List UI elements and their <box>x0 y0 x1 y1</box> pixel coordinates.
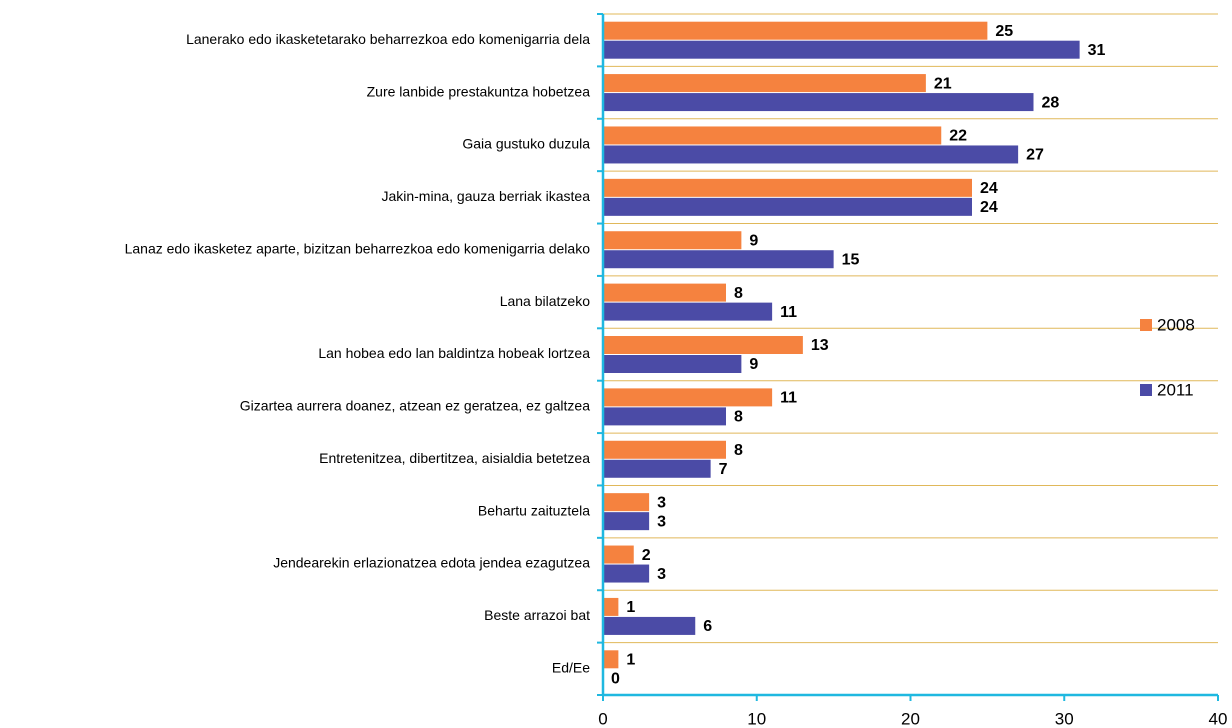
value-label: 2 <box>642 547 651 564</box>
bar <box>603 178 972 197</box>
bar <box>603 493 650 512</box>
value-label: 21 <box>934 75 952 92</box>
value-label: 9 <box>749 356 758 373</box>
bar <box>603 40 1080 59</box>
bar <box>603 407 726 426</box>
category-label: Gizartea aurrera doanez, atzean ez gerat… <box>240 398 590 414</box>
legend-swatch <box>1140 384 1152 396</box>
value-label: 11 <box>780 304 797 321</box>
bar <box>603 512 650 531</box>
category-label: Jendearekin erlazionatzea edota jendea e… <box>273 555 590 571</box>
value-label: 1 <box>626 652 635 669</box>
value-label: 3 <box>657 494 666 511</box>
bar <box>603 616 696 635</box>
bar <box>603 336 803 354</box>
value-label: 3 <box>657 566 666 583</box>
category-label: Beste arrazoi bat <box>484 607 590 623</box>
bar <box>603 93 1034 112</box>
legend-label: 2011 <box>1157 380 1194 399</box>
value-label: 25 <box>995 23 1013 40</box>
value-label: 13 <box>811 337 829 354</box>
category-label: Zure lanbide prestakuntza hobetzea <box>367 83 591 99</box>
category-label: Lanerako edo ikasketetarako beharrezkoa … <box>186 31 590 47</box>
category-label: Entretenitzea, dibertitzea, aisialdia be… <box>319 450 590 466</box>
bar <box>603 21 988 40</box>
bar <box>603 231 742 250</box>
category-label: Lan hobea edo lan baldintza hobeak lortz… <box>318 345 590 361</box>
category-label: Jakin-mina, gauza berriak ikastea <box>381 188 590 204</box>
x-tick-label: 0 <box>598 709 607 728</box>
x-tick-label: 20 <box>901 709 920 728</box>
value-label: 0 <box>611 671 620 688</box>
value-label: 3 <box>657 513 666 530</box>
bar <box>603 388 773 407</box>
value-label: 11 <box>780 390 797 407</box>
legend-label: 2008 <box>1157 315 1195 334</box>
bar <box>603 197 972 216</box>
bar <box>603 126 942 145</box>
category-label: Behartu zaituztela <box>478 502 590 518</box>
value-label: 31 <box>1088 42 1106 59</box>
bar <box>603 459 711 478</box>
value-label: 1 <box>626 599 635 616</box>
x-tick-label: 30 <box>1055 709 1074 728</box>
category-label: Ed/Ee <box>552 660 590 676</box>
bar <box>603 145 1019 164</box>
bar <box>603 545 634 564</box>
value-label: 7 <box>719 461 728 478</box>
bar <box>603 440 726 459</box>
value-label: 8 <box>734 409 743 426</box>
value-label: 22 <box>949 128 967 145</box>
legend-swatch <box>1140 319 1152 331</box>
category-label: Lana bilatzeko <box>500 293 591 309</box>
value-label: 15 <box>842 251 860 268</box>
bar <box>603 302 773 321</box>
value-label: 8 <box>734 442 743 459</box>
bar <box>603 250 834 269</box>
value-label: 24 <box>980 199 998 216</box>
value-label: 28 <box>1042 94 1060 111</box>
value-label: 9 <box>749 232 758 249</box>
bar <box>603 564 650 583</box>
value-label: 6 <box>703 618 712 635</box>
bar <box>603 74 926 93</box>
value-label: 27 <box>1026 147 1044 164</box>
bar <box>603 283 726 302</box>
category-label: Gaia gustuko duzula <box>462 136 590 152</box>
value-label: 8 <box>734 285 743 302</box>
bar <box>603 597 619 616</box>
x-tick-label: 10 <box>747 709 766 728</box>
x-tick-label: 40 <box>1209 709 1228 728</box>
bar <box>603 355 742 373</box>
bar <box>603 650 619 669</box>
category-label: Lanaz edo ikasketez aparte, bizitzan beh… <box>125 240 591 256</box>
value-label: 24 <box>980 180 998 197</box>
